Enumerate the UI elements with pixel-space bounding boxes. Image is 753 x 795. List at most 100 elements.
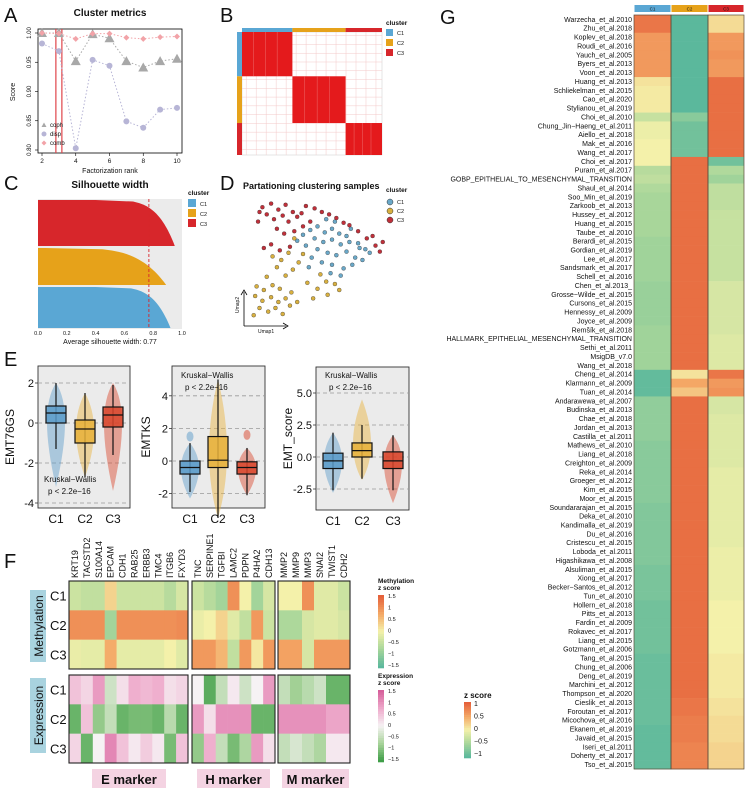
row-label: Remšík_et_al.2018 (572, 327, 632, 334)
x-tick-label: 0.6 (121, 331, 129, 337)
consensus-block-C3 (345, 123, 382, 155)
point-C3 (370, 233, 375, 239)
heatmap-cell (708, 192, 744, 202)
legend-label: C2 (397, 209, 404, 215)
heatmap-cell (634, 325, 671, 335)
expression-cell (326, 733, 339, 764)
methylation-cell (140, 639, 153, 670)
silhouette-chart: Silhouette width 0.0 0.2 0.4 0.6 0.8 1.0 Averag… (34, 180, 210, 346)
legend-title: Expression (378, 673, 413, 680)
row-label: Cursons_et_al.2015 (569, 301, 632, 308)
heatmap-cell (708, 662, 744, 672)
legend-gradient (378, 602, 384, 606)
row-label: Gordian_et_al.2019 (571, 248, 633, 255)
heatmap-cell (634, 316, 671, 326)
legend-gradient (378, 641, 384, 644)
heatmap-cell (671, 103, 708, 113)
gene-label: KRT19 (70, 550, 80, 578)
point-C1 (324, 217, 329, 222)
heatmap-cell (671, 724, 708, 734)
x-tick-label: 0.4 (92, 331, 100, 337)
heatmap-cell (634, 103, 671, 113)
point-C1 (344, 249, 349, 254)
heatmap-cell (671, 254, 708, 264)
top-annotation-C3 (345, 28, 382, 32)
gene-label: MMP9 (291, 552, 301, 578)
legend-gradient (378, 738, 384, 741)
heatmap-cell (671, 23, 708, 34)
legend-gradient (464, 741, 471, 744)
legend-gradient (378, 636, 384, 640)
point-C2 (273, 305, 278, 311)
heatmap-cell (634, 547, 671, 557)
heatmap-cell (671, 272, 708, 282)
point-C2 (251, 313, 256, 318)
legend-title: cluster (188, 190, 210, 197)
point-C3 (319, 209, 325, 215)
expression-cell (92, 733, 105, 764)
legend-gradient (464, 737, 471, 740)
legend-gradient (378, 607, 384, 610)
heatmap-cell (634, 59, 671, 69)
legend-gradient (464, 730, 471, 733)
heatmap-cell (634, 751, 671, 761)
point-C1 (300, 232, 306, 237)
heatmap-cell (671, 396, 708, 406)
panel-label-e: E (4, 349, 17, 371)
row-group-box (30, 590, 46, 662)
legend-gradient (378, 742, 384, 746)
legend-gradient (464, 754, 471, 757)
legend-gradient (464, 735, 471, 738)
point-C2 (332, 281, 338, 287)
x-tick-label: C3 (105, 512, 121, 526)
y-axis-label: Score (10, 83, 17, 101)
legend-gradient (464, 707, 471, 710)
expression-cell (140, 675, 153, 705)
legend-gradient (378, 723, 384, 727)
boxplot-emt_score: 5.0 2.5 0.0 -2.5 EMT_score C1 C2 C3 Kruskal−Wall… (281, 366, 410, 528)
x-tick-label: 8 (141, 158, 145, 165)
point-C3 (377, 249, 383, 254)
heatmap-cell (671, 15, 708, 25)
x-tick-label: C3 (385, 514, 401, 528)
heatmap-cell (634, 520, 671, 530)
point-C3 (271, 217, 277, 222)
data-point-disp (157, 106, 164, 113)
box-C3 (102, 406, 124, 428)
heatmap-cell (671, 591, 708, 601)
methylation-cell (302, 610, 315, 640)
heatmap-cell (708, 698, 744, 708)
row-label: Tang_et_al.2015 (580, 656, 632, 663)
legend-tick-label: 1 (388, 606, 391, 612)
legend-gradient (464, 713, 471, 716)
methylation-cell (290, 581, 303, 611)
data-point-disp (174, 104, 180, 111)
heatmap-cell (708, 671, 744, 681)
heatmap-cell (634, 396, 671, 406)
heatmap-cell (708, 85, 744, 96)
expression-cell (302, 675, 315, 705)
point-C2 (276, 299, 281, 305)
methylation-cell (152, 639, 165, 670)
row-label: Doherty_et_al.2017 (571, 753, 632, 760)
methylation-cell (69, 581, 82, 611)
row-label: Byers_et_al.2013 (578, 61, 633, 68)
point-C1 (303, 243, 309, 248)
row-label: Cao_et_al.2020 (583, 97, 633, 104)
expression-cell (69, 704, 82, 734)
legend-gradient (464, 709, 471, 712)
heatmap-cell (671, 263, 708, 273)
point-C3 (341, 220, 346, 225)
methylation-cell (338, 610, 351, 640)
heatmap-cell (634, 236, 671, 246)
panel-label-a: A (4, 5, 18, 27)
row-label: Warzecha_et_al.2010 (564, 17, 632, 24)
row-label: Moor_et_al.2015 (579, 496, 632, 503)
gene-label: TGFBI (217, 552, 227, 579)
methylation-cell (203, 581, 217, 611)
heatmap-cell (708, 130, 744, 140)
outlier-C1 (186, 431, 194, 442)
heatmap-cell (708, 236, 744, 246)
expression-cell (314, 704, 327, 734)
legend-label-comb: comb (50, 141, 65, 147)
